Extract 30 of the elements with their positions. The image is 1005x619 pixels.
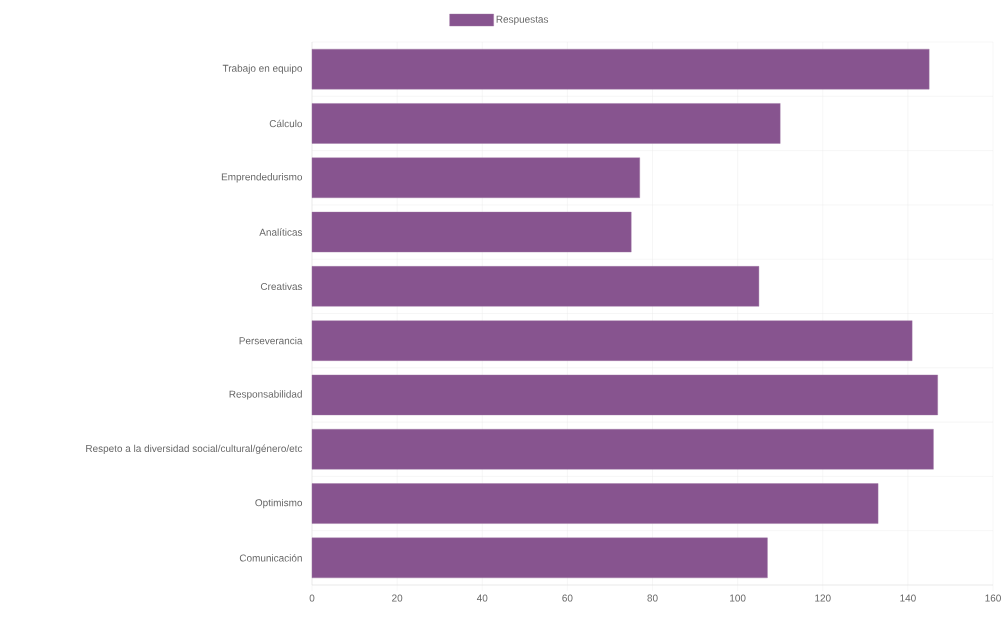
y-tick-label: Cálculo [269,119,303,128]
bar [311,48,930,90]
y-tick-label: Respeto a la diversidad social/cultural/género/etc [86,444,303,454]
x-tick-label: 140 [900,594,916,602]
bar [311,157,640,198]
y-tick-label: Comunicación [239,554,302,562]
bar [311,266,760,307]
x-tick-label: 40 [476,594,488,602]
x-tick-label: 20 [392,594,403,602]
y-tick-label: Perseverancia [239,337,303,345]
y-tick-label: Emprendedurismo [221,173,303,183]
bar [311,483,879,524]
y-tick-label: Creativas [260,282,303,291]
y-tick-label: Responsabilidad [229,390,302,400]
x-tick-label: 60 [562,594,573,602]
x-tick-label: 120 [815,594,831,602]
bar [311,103,781,144]
bar [311,429,934,470]
bar [311,374,938,416]
y-tick-label: Optimismo [255,498,303,509]
bar [311,211,632,253]
y-tick-label: Analíticas [259,228,303,236]
legend-label: Respuestas [496,15,549,25]
x-tick-label: 100 [730,594,746,602]
x-tick-label: 80 [647,594,658,602]
x-tick-label: 160 [985,594,1001,602]
x-tick-label: 0 [309,594,315,602]
bar [311,537,768,579]
bar [311,320,913,361]
y-tick-label: Trabajo en equipo [222,64,303,74]
